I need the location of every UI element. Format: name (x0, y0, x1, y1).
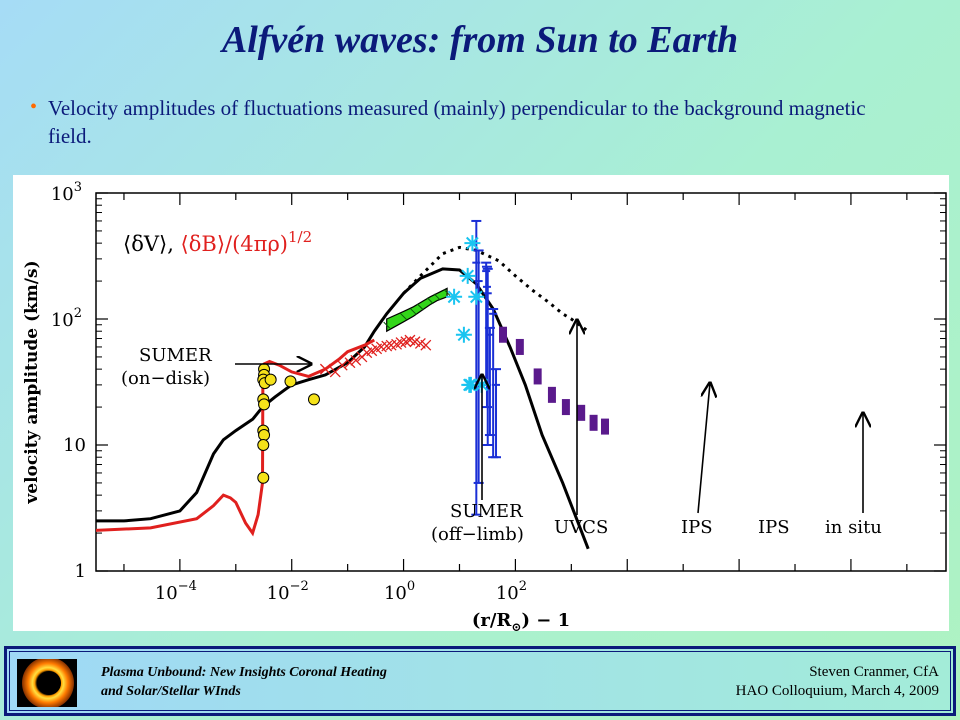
sumer-off-limb-cross (336, 359, 348, 371)
y-axis-label: velocity amplitude (km/s) (22, 260, 42, 504)
annotation-sumer-on-disk: SUMER (139, 345, 212, 366)
x-axis-label: (r/R⊙) − 1 (472, 610, 570, 631)
annotation-uvcs: UVCS (554, 517, 608, 538)
in-situ-point (561, 399, 570, 416)
footer-left-line1: Plasma Unbound: New Insights Coronal Hea… (101, 665, 387, 680)
in-situ-point (547, 386, 556, 403)
annotation-ips-2: IPS (758, 517, 790, 538)
sumer-on-disk-point (264, 373, 277, 386)
arrow-ips (697, 383, 710, 514)
uvcs-mark (433, 293, 441, 301)
ips-asterisk (455, 326, 472, 343)
footer-bar: Plasma Unbound: New Insights Coronal Hea… (4, 646, 956, 716)
ips-asterisk (446, 288, 463, 305)
uvcs-band (386, 287, 448, 333)
uvcs-mark (383, 321, 391, 329)
uvcs-mark (400, 313, 407, 320)
solar-eclipse-logo (17, 659, 77, 707)
annotation-ips-1: IPS (681, 517, 713, 538)
footer-right-line1: Steven Cranmer, CfA (809, 664, 939, 680)
chart-panel: 1 10 102 103 10−4 10−2 100 102 (r/R⊙) − 1 velocit… (13, 175, 949, 634)
footer-series-title: Plasma Unbound: New Insights Coronal Hea… (101, 663, 521, 701)
in-situ-point (577, 404, 586, 421)
sumer-on-disk-point (258, 429, 271, 442)
sumer-off-limb-cross (344, 357, 356, 369)
sumer-on-disk-point (257, 471, 270, 484)
footer-author: Steven Cranmer, CfA HAO Colloquium, Marc… (619, 663, 939, 701)
in-situ-point (515, 338, 524, 355)
annotation-in-situ: in situ (825, 517, 882, 538)
velocity-amplitude-chart: 1 10 102 103 10−4 10−2 100 102 (r/R⊙) − 1 velocit… (22, 180, 947, 634)
in-situ-point (600, 418, 609, 435)
y-tick-label: 10 (63, 435, 86, 456)
footer-inner-border (9, 651, 951, 711)
ips-asterisk (461, 376, 478, 393)
sumer-off-limb-cross (400, 336, 412, 348)
uvcs-mark (410, 308, 417, 315)
sumer-on-disk-point (307, 393, 320, 406)
uvcs-mark (426, 297, 434, 305)
bullet-dot-icon: • (30, 96, 38, 118)
sumer-off-limb-cross (350, 354, 362, 366)
slide-title: Alfvén waves: from Sun to Earth (221, 19, 739, 61)
ips-asterisk (464, 235, 481, 252)
sumer-off-limb-cross (395, 337, 407, 349)
sumer-on-disk-point (284, 375, 297, 388)
x-tick-label: 102 (496, 579, 527, 604)
ips-asterisk (468, 288, 485, 305)
legend-label: ⟨δV⟩, ⟨δB⟩/(4πρ)1/2 (123, 228, 312, 256)
y-tick-label: 1 (75, 561, 86, 582)
footer-left-line2: and Solar/Stellar WInds (101, 684, 241, 699)
model-dV-line (96, 267, 590, 550)
bullet-text: Velocity amplitudes of fluctuations meas… (48, 96, 866, 148)
annotation-sumer-off-limb-line2: (off−limb) (431, 524, 524, 545)
y-tick-label: 102 (51, 306, 82, 331)
ips-asterisk (459, 267, 476, 284)
x-tick-label: 10−4 (155, 579, 197, 604)
uvcs-mark (417, 303, 424, 311)
sumer-off-limb-cross (319, 363, 331, 375)
in-situ-point (499, 326, 508, 343)
footer-right-line2: HAO Colloquium, March 4, 2009 (735, 683, 939, 699)
sumer-off-limb-cross (381, 340, 393, 352)
model-dB-dotted-line (402, 245, 590, 333)
in-situ-point (533, 368, 542, 385)
sun-disk (37, 671, 61, 695)
in-situ-point (589, 414, 598, 431)
annotation-sumer-off-limb: SUMER (450, 501, 523, 522)
x-tick-label: 100 (384, 579, 415, 604)
plot-frame (95, 192, 947, 572)
sumer-off-limb-cross (420, 339, 432, 351)
sumer-on-disk-point (258, 398, 271, 411)
y-tick-label: 103 (51, 180, 82, 205)
uvcs-mark (443, 289, 451, 296)
annotation-sumer-on-disk-line2: (on−disk) (121, 368, 210, 389)
x-tick-label: 10−2 (267, 579, 309, 604)
sumer-on-disk-point (257, 439, 270, 451)
